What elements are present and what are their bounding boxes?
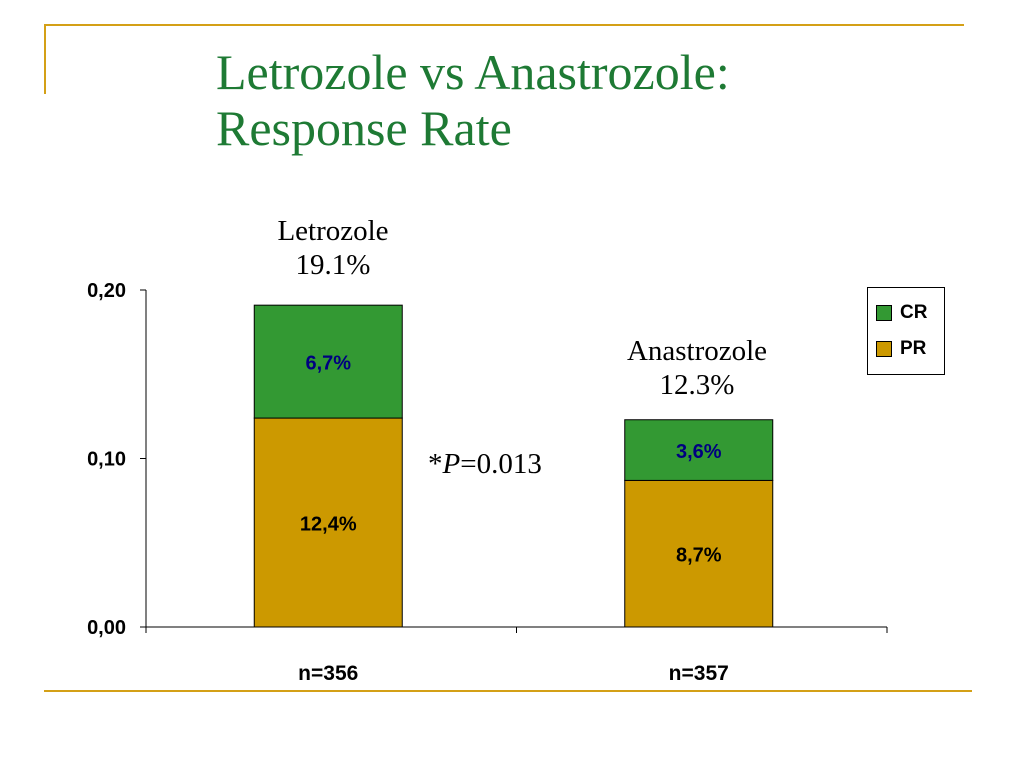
title-line-2: Response Rate [216,100,512,156]
y-tick-label: 0,10 [87,449,126,471]
p-value-annotation: *P=0.013 [428,448,542,481]
title-line-1: Letrozole vs Anastrozole: [216,44,730,100]
y-tick-label: 0,20 [87,280,126,302]
p-value-italic: P [442,448,461,480]
legend-swatch-pr [876,341,892,357]
legend-label-pr: PR [900,338,927,359]
x-category-label: n=356 [298,662,358,685]
top-frame-line [44,24,964,26]
chart-legend: CR PR [867,287,945,375]
p-value-prefix: * [428,448,443,480]
callout-letrozole-name: Letrozole [277,215,389,247]
callout-anastrozole: Anastrozole 12.3% [597,334,797,402]
p-value-suffix: =0.013 [460,448,542,480]
legend-item-pr: PR [876,338,926,360]
bar-segment-cr [624,419,774,481]
data-label-cr: 6,7% [305,353,351,375]
data-label-pr: 12,4% [300,514,357,536]
bar-segment-pr [253,417,403,628]
bottom-frame-line [44,690,972,692]
callout-anastrozole-value: 12.3% [659,369,735,401]
y-tick-label: 0,00 [87,617,126,639]
bar-segment-cr [253,304,403,419]
callout-letrozole: Letrozole 19.1% [233,214,433,282]
x-category-label: n=357 [669,662,729,685]
legend-item-cr: CR [876,302,927,324]
left-frame-line [44,24,46,94]
legend-swatch-cr [876,305,892,321]
bar-segment-pr [624,479,774,628]
callout-letrozole-value: 19.1% [295,249,371,281]
callout-anastrozole-name: Anastrozole [626,335,768,367]
data-label-pr: 8,7% [676,545,722,567]
legend-label-cr: CR [900,302,928,323]
slide-title: Letrozole vs Anastrozole: Response Rate [216,44,730,156]
data-label-cr: 3,6% [676,441,722,463]
